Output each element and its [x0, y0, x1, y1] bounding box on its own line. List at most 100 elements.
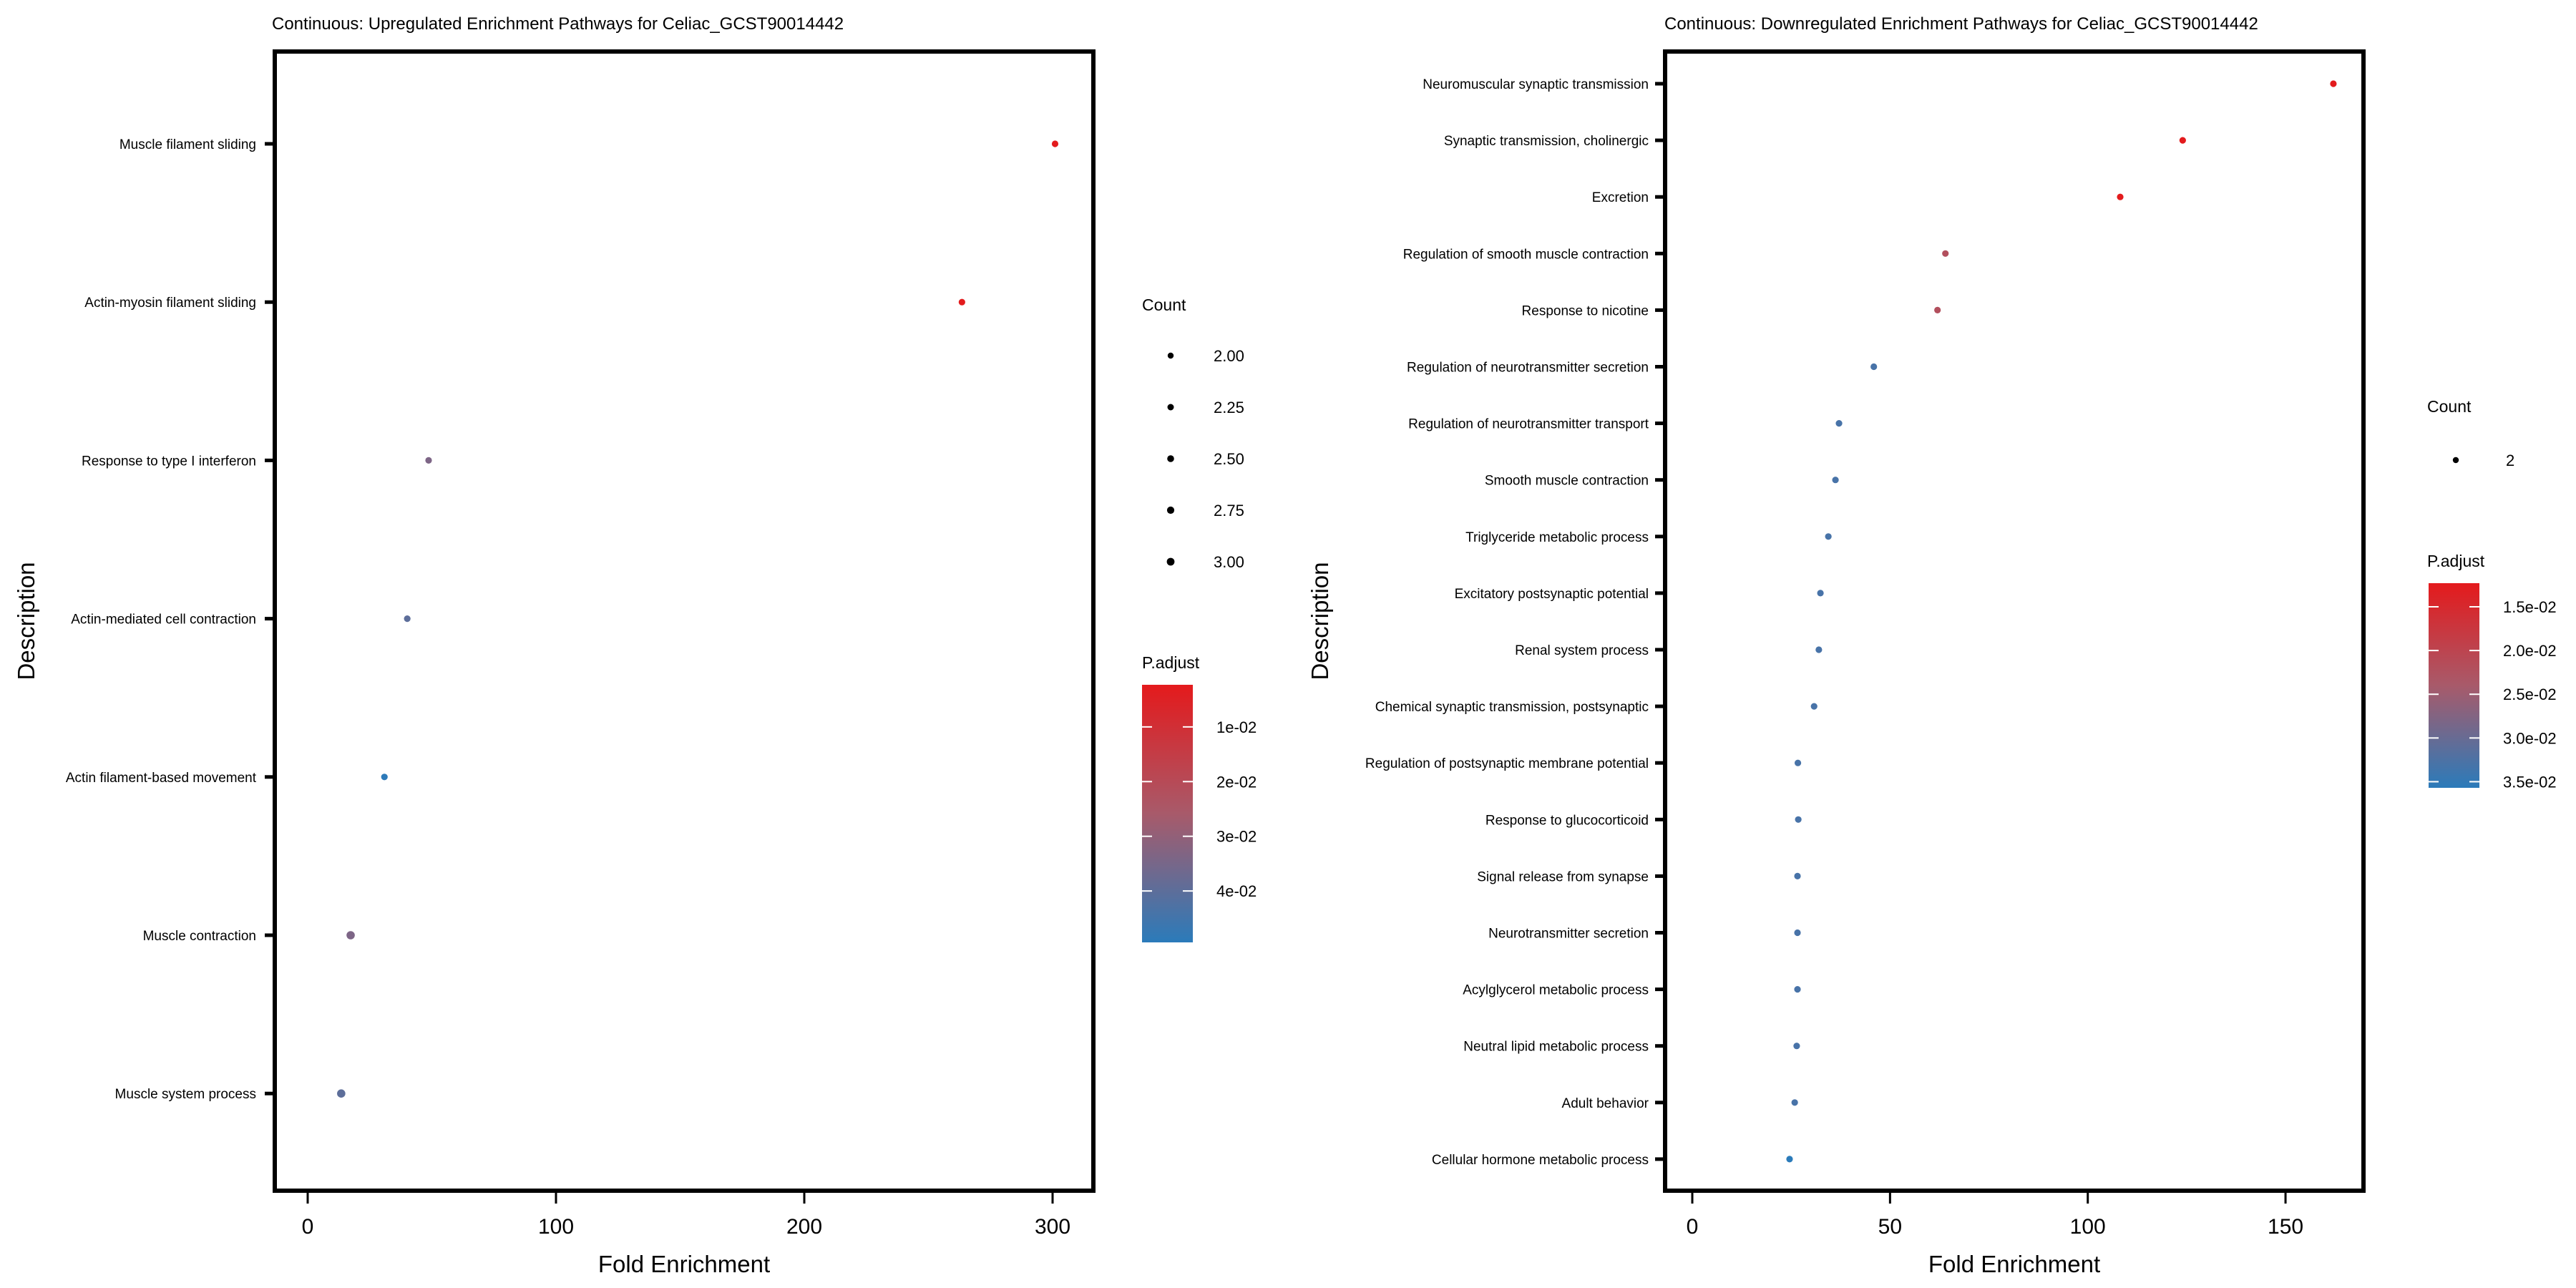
- count-legend-label: 2.25: [1214, 399, 1244, 416]
- y-axis-title: Description: [1307, 562, 1333, 680]
- count-legend-dot: [1166, 506, 1175, 514]
- data-point: Muscle filament sliding: 301: [1051, 140, 1059, 147]
- data-point: Neuromuscular synaptic transmission: 162…: [2330, 80, 2337, 87]
- data-point: Muscle system process: 13.5: [337, 1089, 346, 1098]
- x-axis-title: Fold Enrichment: [1928, 1251, 2100, 1277]
- color-bar-label: 3.5e-02: [2503, 773, 2557, 791]
- data-points: Muscle filament sliding: 301 Actin-myosin…: [337, 140, 1059, 1098]
- color-bar-label: 1e-02: [1216, 718, 1257, 736]
- count-legend-items: 2.00 2.25 2.50 2.75 3.00: [1166, 347, 1244, 571]
- count-legend-label: 2.50: [1214, 450, 1244, 468]
- count-legend-dot: [1167, 352, 1174, 359]
- chart-title: Continuous: Downregulated Enrichment Pat…: [1664, 14, 2258, 34]
- count-legend-title: Count: [2427, 397, 2472, 416]
- y-tick-label: Synaptic transmission, cholinergic: [1444, 134, 1649, 149]
- data-point: Regulation of neurotransmitter secretion…: [1870, 363, 1878, 371]
- data-point: Actin filament-based movement: 30.9: [381, 774, 388, 781]
- data-point: Chemical synaptic transmission, postsyna…: [1810, 703, 1818, 710]
- x-tick-label: 200: [786, 1215, 822, 1239]
- y-tick-label: Neuromuscular synaptic transmission: [1423, 77, 1649, 92]
- x-tick-label: 100: [2070, 1215, 2106, 1239]
- color-bar-label: 3e-02: [1216, 828, 1257, 846]
- color-bar-ticks: 1e-02 2e-02 3e-02 4e-02: [1142, 718, 1257, 900]
- plot-panel-border: [1663, 49, 2366, 1193]
- data-point: Regulation of smooth muscle contraction:…: [1942, 250, 1949, 257]
- count-legend-label: 2.00: [1214, 347, 1244, 365]
- legend: Count 2.00 2.25 2.50 2.75 3.00 P.adjust 1e-0…: [1142, 296, 1257, 942]
- y-tick-label: Regulation of smooth muscle contraction: [1403, 247, 1649, 262]
- count-legend-label: 2: [2506, 452, 2514, 469]
- y-tick-labels: Neuromuscular synaptic transmission Synap…: [1365, 77, 1665, 1168]
- y-tick-label: Regulation of neurotransmitter secretion: [1407, 361, 1649, 376]
- data-point: Triglyceride metabolic process: 34.4: [1825, 533, 1832, 540]
- y-axis-title: Description: [13, 562, 39, 680]
- x-tick-label: 0: [1687, 1215, 1699, 1239]
- data-point: Cellular hormone metabolic process: 24.6: [1786, 1156, 1793, 1163]
- y-tick-label: Neutral lipid metabolic process: [1463, 1040, 1649, 1055]
- legend: Count 2 P.adjust 1.5e-02 2.0e-02 2.5e-02 3.…: [2427, 397, 2557, 791]
- data-point: Response to glucocorticoid: 26.8: [1795, 816, 1802, 823]
- data-point: Neutral lipid metabolic process: 26.4: [1793, 1043, 1800, 1050]
- data-point: Acylglycerol metabolic process: 26.6: [1794, 986, 1801, 993]
- count-legend-items: 2: [2452, 452, 2514, 469]
- color-bar-ticks: 1.5e-02 2.0e-02 2.5e-02 3.0e-02 3.5e-02: [2429, 598, 2557, 791]
- y-tick-label: Acylglycerol metabolic process: [1463, 983, 1649, 998]
- y-tick-label: Muscle system process: [115, 1087, 256, 1102]
- y-tick-label: Signal release from synapse: [1477, 869, 1649, 884]
- y-tick-label: Chemical synaptic transmission, postsyna…: [1375, 700, 1649, 715]
- count-legend-dot: [1167, 404, 1174, 411]
- y-tick-label: Response to glucocorticoid: [1485, 813, 1649, 828]
- x-axis-title: Fold Enrichment: [598, 1251, 770, 1277]
- y-tick-label: Regulation of postsynaptic membrane pote…: [1365, 756, 1649, 771]
- x-tick-label: 50: [1878, 1215, 1902, 1239]
- y-tick-label: Actin-myosin filament sliding: [84, 296, 256, 311]
- y-tick-labels: Muscle filament sliding Actin-myosin fila…: [66, 137, 275, 1102]
- data-point: Smooth muscle contraction: 36.2: [1832, 477, 1839, 484]
- y-tick-label: Muscle filament sliding: [119, 137, 256, 152]
- y-tick-label: Muscle contraction: [143, 929, 256, 944]
- color-bar: [1142, 685, 1193, 942]
- downregulated-chart: Continuous: Downregulated Enrichment Pat…: [1307, 14, 2557, 1277]
- data-point: Muscle contraction: 17.3: [346, 931, 355, 940]
- y-tick-label: Excretion: [1592, 190, 1649, 205]
- color-bar-label: 2e-02: [1216, 773, 1257, 791]
- count-legend-label: 2.75: [1214, 502, 1244, 519]
- count-legend-dot: [1167, 455, 1174, 462]
- data-point: Adult behavior: 25.9: [1791, 1099, 1798, 1106]
- data-points: Neuromuscular synaptic transmission: 162…: [1786, 80, 2337, 1163]
- x-tick-labels: 0 100 200 300: [302, 1193, 1070, 1239]
- y-tick-label: Adult behavior: [1562, 1096, 1649, 1111]
- data-point: Signal release from synapse: 26.6: [1794, 872, 1801, 879]
- data-point: Regulation of neurotransmitter transport…: [1835, 420, 1843, 427]
- x-tick-labels: 0 50 100 150: [1687, 1193, 2303, 1239]
- upregulated-chart: Continuous: Upregulated Enrichment Pathw…: [13, 14, 1257, 1277]
- color-bar-label: 1.5e-02: [2503, 598, 2557, 616]
- count-legend-label: 3.00: [1214, 553, 1244, 571]
- y-tick-label: Actin-mediated cell contraction: [71, 613, 256, 628]
- chart-title: Continuous: Upregulated Enrichment Pathw…: [272, 14, 844, 34]
- y-tick-label: Smooth muscle contraction: [1485, 474, 1649, 489]
- y-tick-label: Renal system process: [1515, 643, 1649, 658]
- data-point: Renal system process: 32: [1815, 646, 1823, 653]
- color-bar: [2429, 583, 2479, 788]
- data-point: Excretion: 108.2: [2117, 193, 2124, 200]
- y-tick-label: Triglyceride metabolic process: [1465, 530, 1649, 545]
- data-point: Excitatory postsynaptic potential: 32.4: [1817, 590, 1824, 597]
- count-legend-dot: [2452, 457, 2459, 464]
- data-point: Neurotransmitter secretion: 26.6: [1794, 929, 1801, 937]
- color-bar-label: 4e-02: [1216, 882, 1257, 900]
- y-tick-label: Cellular hormone metabolic process: [1432, 1153, 1649, 1168]
- color-bar-label: 3.0e-02: [2503, 729, 2557, 747]
- x-tick-label: 0: [302, 1215, 314, 1239]
- count-legend-title: Count: [1142, 296, 1186, 314]
- y-tick-label: Regulation of neurotransmitter transport: [1408, 417, 1649, 432]
- x-tick-label: 150: [2268, 1215, 2303, 1239]
- y-tick-label: Excitatory postsynaptic potential: [1455, 587, 1649, 602]
- count-legend-dot: [1166, 557, 1175, 566]
- x-tick-label: 300: [1035, 1215, 1070, 1239]
- data-point: Regulation of postsynaptic membrane pote…: [1794, 759, 1802, 766]
- y-tick-label: Response to type I interferon: [82, 454, 256, 469]
- data-point: Response to type I interferon: 48.7: [425, 457, 432, 464]
- data-point: Actin-mediated cell contraction: 40.1: [404, 615, 411, 623]
